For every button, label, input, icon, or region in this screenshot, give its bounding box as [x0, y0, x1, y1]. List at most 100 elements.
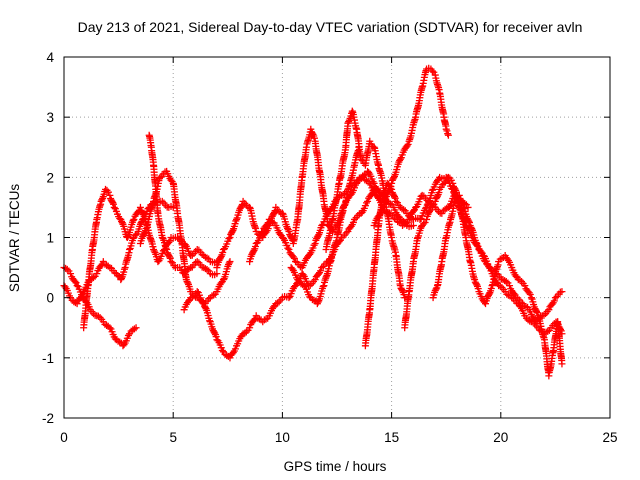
- series-arc-12: [401, 173, 566, 380]
- data-point: [278, 209, 286, 217]
- data-point: [94, 312, 102, 320]
- data-point: [396, 155, 404, 163]
- data-point: [118, 274, 126, 282]
- data-point: [520, 302, 528, 310]
- data-point: [423, 215, 431, 223]
- data-point: [93, 270, 101, 278]
- data-point: [258, 229, 266, 237]
- data-point: [273, 299, 281, 307]
- data-point: [496, 255, 504, 263]
- data-point: [358, 174, 366, 182]
- x-tick-label: 10: [275, 430, 290, 445]
- data-point: [73, 300, 81, 308]
- data-point: [310, 134, 318, 142]
- data-point: [114, 272, 122, 280]
- data-point: [267, 217, 275, 225]
- data-point: [532, 307, 540, 315]
- series-arc-1: [60, 264, 140, 350]
- data-point: [131, 231, 139, 239]
- data-point: [349, 218, 357, 226]
- data-point: [71, 277, 79, 285]
- data-point: [485, 263, 493, 271]
- data-point: [502, 278, 510, 286]
- data-point: [451, 197, 459, 205]
- data-point: [473, 281, 481, 289]
- data-point: [533, 309, 541, 317]
- data-point: [306, 250, 314, 258]
- data-point: [345, 118, 353, 126]
- data-point: [308, 296, 316, 304]
- data-point: [130, 325, 138, 333]
- data-point: [269, 218, 277, 226]
- data-point: [106, 191, 114, 199]
- data-point: [228, 228, 236, 236]
- data-point: [409, 207, 417, 215]
- data-point: [188, 293, 196, 301]
- data-point: [527, 294, 535, 302]
- data-point: [506, 282, 514, 290]
- y-tick-label: 2: [46, 170, 54, 185]
- data-point: [387, 183, 395, 191]
- data-point: [166, 254, 174, 262]
- data-point: [203, 266, 211, 274]
- data-point: [97, 197, 105, 205]
- data-point: [126, 246, 134, 254]
- data-point: [98, 196, 106, 204]
- data-point: [451, 185, 459, 193]
- series-arc-6: [180, 185, 378, 362]
- y-tick-label: 4: [46, 50, 54, 65]
- data-point: [162, 244, 170, 252]
- x-axis-label: GPS time / hours: [284, 459, 387, 474]
- data-point: [130, 215, 138, 223]
- data-point: [163, 246, 171, 254]
- data-point: [404, 140, 412, 148]
- data-point: [250, 316, 258, 324]
- data-point: [441, 178, 449, 186]
- y-axis-label: SDTVAR / TECUs: [7, 184, 22, 293]
- data-point: [211, 329, 219, 337]
- data-point: [284, 244, 292, 252]
- data-points: [60, 64, 566, 380]
- data-point: [342, 229, 350, 237]
- data-point: [262, 315, 270, 323]
- series-arc-14: [429, 191, 566, 326]
- data-point: [212, 333, 220, 341]
- data-point: [460, 203, 468, 211]
- data-point: [347, 190, 355, 198]
- data-point: [558, 360, 566, 368]
- data-point: [150, 247, 158, 255]
- data-point: [488, 266, 496, 274]
- data-point: [425, 207, 433, 215]
- y-tick-label: -1: [42, 351, 54, 366]
- data-point: [474, 285, 482, 293]
- data-point: [106, 324, 114, 332]
- data-point: [319, 282, 327, 290]
- data-point: [89, 274, 97, 282]
- data-point: [251, 243, 259, 250]
- data-point: [391, 194, 399, 202]
- data-point: [465, 217, 473, 225]
- data-point: [449, 179, 457, 187]
- data-point: [311, 240, 319, 248]
- data-point: [139, 209, 147, 217]
- x-axis: 0 5 10 15 20 25: [60, 57, 618, 445]
- series-arc-7: [213, 125, 363, 272]
- data-point: [104, 188, 112, 196]
- data-point: [110, 203, 118, 211]
- data-point: [399, 287, 407, 295]
- data-point: [510, 290, 518, 298]
- data-point: [166, 253, 174, 261]
- data-point: [233, 215, 241, 223]
- data-point: [118, 219, 126, 227]
- y-tick-label: -2: [42, 411, 54, 426]
- data-point: [388, 179, 396, 187]
- data-point: [242, 328, 250, 336]
- data-point: [544, 327, 552, 335]
- data-point: [394, 218, 402, 226]
- data-point: [158, 197, 166, 205]
- data-point: [283, 224, 291, 232]
- data-point: [288, 265, 296, 273]
- y-tick-label: 0: [46, 291, 54, 306]
- data-point: [136, 203, 144, 211]
- data-point: [246, 324, 254, 332]
